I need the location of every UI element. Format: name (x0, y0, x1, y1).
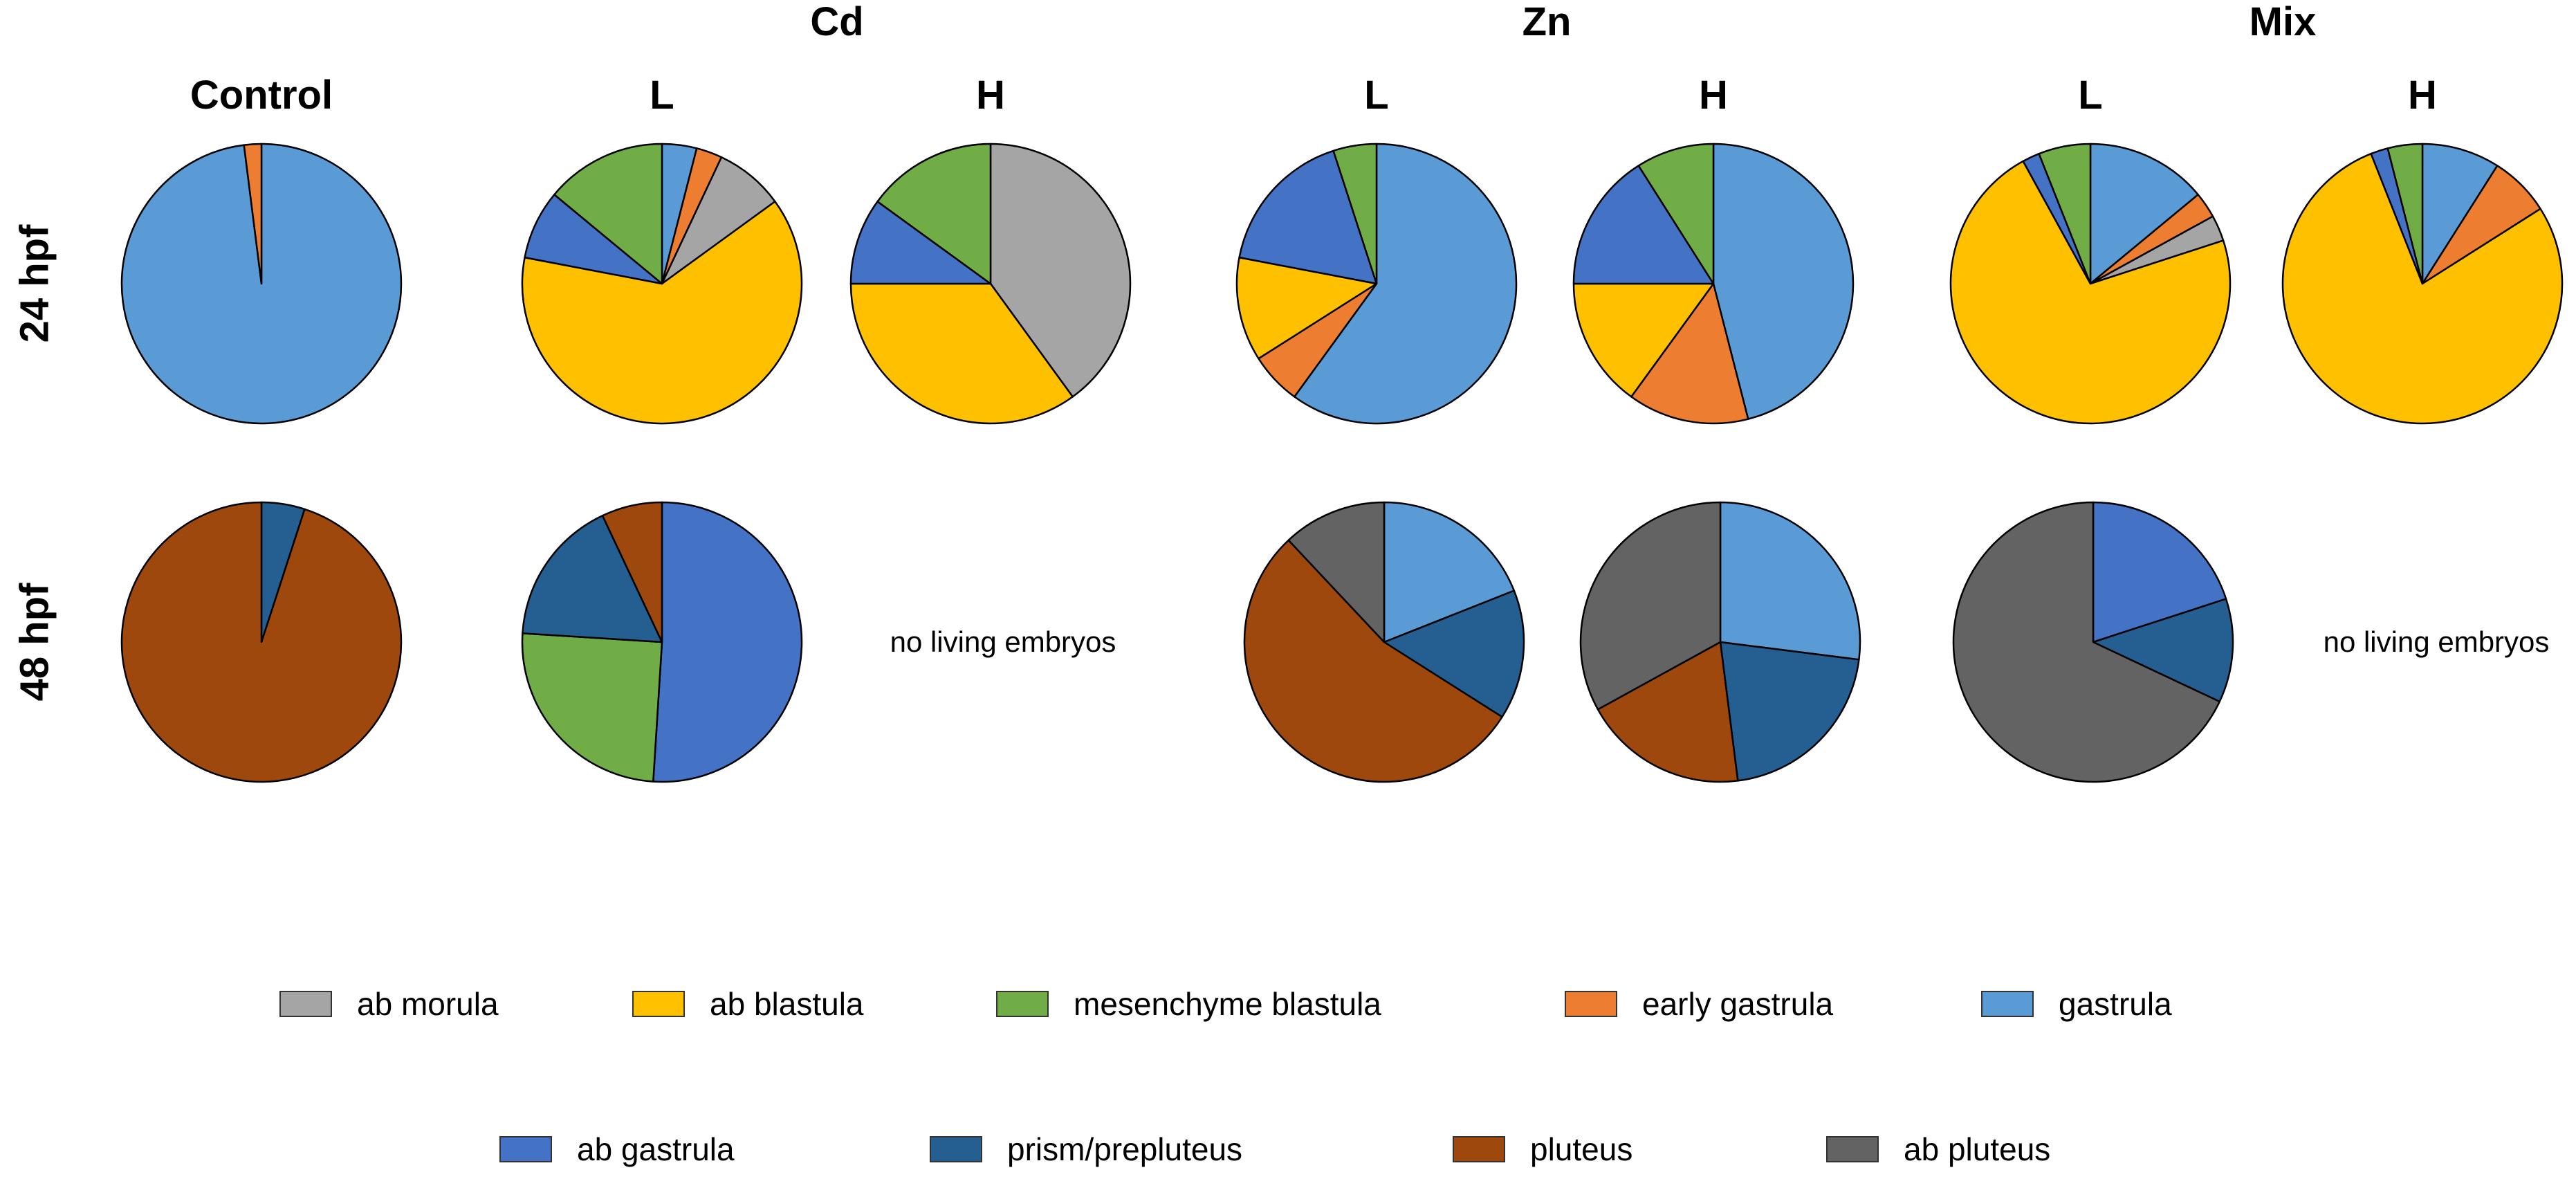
note-cd-h-48: no living embryos (890, 625, 1116, 658)
pie-slice-cd-l-48-prism-prepluteus (522, 514, 663, 643)
pie-slice-cd-l-24-mesenchyme-blastula (553, 143, 663, 285)
group-header-mix: Mix (2249, 0, 2317, 44)
pie-slice-zn-l-24-gastrula (1294, 143, 1518, 425)
pie-slice-cd-l-24-ab-morula (661, 156, 776, 285)
pie-slice-zn-l-48-ab-pluteus (1287, 501, 1386, 643)
column-header-mix-h: H (2408, 73, 2437, 118)
pie-slice-zn-h-48-prism-prepluteus (1719, 641, 1860, 782)
legend-label-mesenchyme-blastula: mesenchyme blastula (1074, 986, 1381, 1022)
pie-cd-l-48 (521, 501, 803, 783)
column-header-mix-l: L (2078, 73, 2103, 118)
pie-slice-mix-l-24-gastrula (2089, 143, 2199, 285)
pie-slice-zn-l-48-gastrula (1383, 501, 1516, 643)
legend-label-ab-pluteus: ab pluteus (1904, 1131, 2051, 1167)
legend-item-gastrula: gastrula (1981, 985, 2172, 1023)
pie-slice-mix-l-48-ab-gastrula (2092, 501, 2227, 643)
pie-slice-mix-l-24-ab-blastula (1949, 160, 2232, 425)
legend-swatch-early-gastrula (1565, 991, 1617, 1017)
legend-swatch-ab-gastrula (499, 1136, 552, 1162)
pie-control-48 (120, 501, 403, 783)
pie-slice-cd-h-24-ab-blastula (849, 282, 1074, 425)
legend-swatch-mesenchyme-blastula (996, 991, 1049, 1017)
pie-slice-zn-h-48-gastrula (1719, 501, 1861, 661)
legend-label-ab-blastula: ab blastula (710, 986, 864, 1022)
column-header-cd-l: L (650, 73, 674, 118)
pie-slice-control-48-pluteus (120, 501, 403, 783)
legend-label-ab-morula: ab morula (357, 986, 499, 1022)
pie-slice-zn-h-24-early-gastrula (1630, 282, 1749, 425)
pie-cd-h-24 (849, 143, 1132, 425)
group-header-cd: Cd (810, 0, 864, 44)
pie-slice-mix-h-24-gastrula (2421, 143, 2499, 285)
pie-slice-zn-h-24-mesenchyme-blastula (1637, 143, 1715, 285)
column-header-zn-h: H (1699, 73, 1728, 118)
column-header-zn-l: L (1364, 73, 1389, 118)
pie-control-24 (120, 143, 403, 425)
pie-mix-l-48 (1952, 501, 2234, 783)
pie-zn-h-24 (1572, 143, 1855, 425)
legend-item-pluteus: pluteus (1453, 1131, 1632, 1168)
column-header-cd-h: H (976, 73, 1005, 118)
legend-item-ab-morula: ab morula (279, 985, 499, 1023)
legend-label-early-gastrula: early gastrula (1642, 986, 1834, 1022)
legend-swatch-ab-pluteus (1826, 1136, 1879, 1162)
pie-slice-zn-h-24-gastrula (1712, 143, 1855, 420)
legend-item-ab-blastula: ab blastula (632, 985, 864, 1023)
pie-slice-mix-l-48-ab-pluteus (1952, 501, 2221, 783)
pie-slice-cd-h-24-ab-gastrula (849, 201, 992, 285)
pie-slice-cd-l-24-ab-blastula (521, 201, 803, 425)
pie-zn-h-48 (1579, 501, 1861, 783)
note-mix-h-48: no living embryos (2323, 625, 2550, 658)
pie-slice-mix-l-48-prism-prepluteus (2092, 598, 2234, 703)
legend-item-ab-gastrula: ab gastrula (499, 1131, 735, 1168)
pie-slice-zn-h-24-ab-gastrula (1572, 165, 1715, 285)
pie-slice-cd-l-48-ab-gastrula (652, 501, 803, 783)
pie-zn-l-24 (1235, 143, 1518, 425)
pie-slice-zn-l-24-ab-blastula (1235, 256, 1378, 360)
group-header-zn: Zn (1522, 0, 1572, 44)
pie-slice-zn-l-24-mesenchyme-blastula (1332, 143, 1378, 285)
pie-slice-cd-h-24-ab-morula (989, 143, 1132, 398)
pie-slice-cd-l-48-pluteus (601, 501, 663, 643)
pie-mix-h-24 (2281, 143, 2564, 425)
legend-swatch-prism-prepluteus (930, 1136, 982, 1162)
legend-item-early-gastrula: early gastrula (1565, 985, 1833, 1023)
legend-label-ab-gastrula: ab gastrula (577, 1131, 735, 1167)
legend-item-mesenchyme-blastula: mesenchyme blastula (996, 985, 1381, 1023)
pie-mix-l-24 (1949, 143, 2232, 425)
legend-label-gastrula: gastrula (2059, 986, 2172, 1022)
pie-slice-mix-h-24-mesenchyme-blastula (2386, 143, 2424, 285)
pie-slice-control-24-early-gastrula (243, 143, 263, 285)
pie-slice-cd-l-24-ab-gastrula (524, 193, 663, 285)
column-header-control: Control (190, 73, 333, 118)
pie-slice-zn-h-48-pluteus (1597, 641, 1739, 783)
legend-swatch-ab-blastula (632, 991, 685, 1017)
pie-slice-mix-h-24-ab-blastula (2281, 152, 2564, 425)
pie-slice-zn-h-24-ab-blastula (1572, 282, 1715, 398)
pie-slice-zn-l-24-ab-gastrula (1238, 149, 1378, 285)
pie-cd-l-24 (521, 143, 803, 425)
legend-swatch-pluteus (1453, 1136, 1505, 1162)
pie-slice-zn-l-48-pluteus (1243, 539, 1503, 783)
pie-slice-zn-l-48-prism-prepluteus (1383, 590, 1525, 718)
pie-zn-l-48 (1243, 501, 1525, 783)
legend-label-prism-prepluteus: prism/prepluteus (1007, 1131, 1243, 1167)
legend-label-pluteus: pluteus (1530, 1131, 1633, 1167)
pie-slice-zn-h-48-ab-pluteus (1579, 501, 1722, 711)
legend-item-prism-prepluteus: prism/prepluteus (930, 1131, 1242, 1168)
legend-item-ab-pluteus: ab pluteus (1826, 1131, 2050, 1168)
pie-slice-cd-l-48-mesenchyme-blastula (521, 632, 663, 783)
pie-slice-cd-h-24-mesenchyme-blastula (876, 143, 992, 285)
pie-slice-mix-l-24-mesenchyme-blastula (2038, 143, 2092, 285)
legend-swatch-ab-morula (279, 991, 332, 1017)
legend-swatch-gastrula (1981, 991, 2034, 1017)
